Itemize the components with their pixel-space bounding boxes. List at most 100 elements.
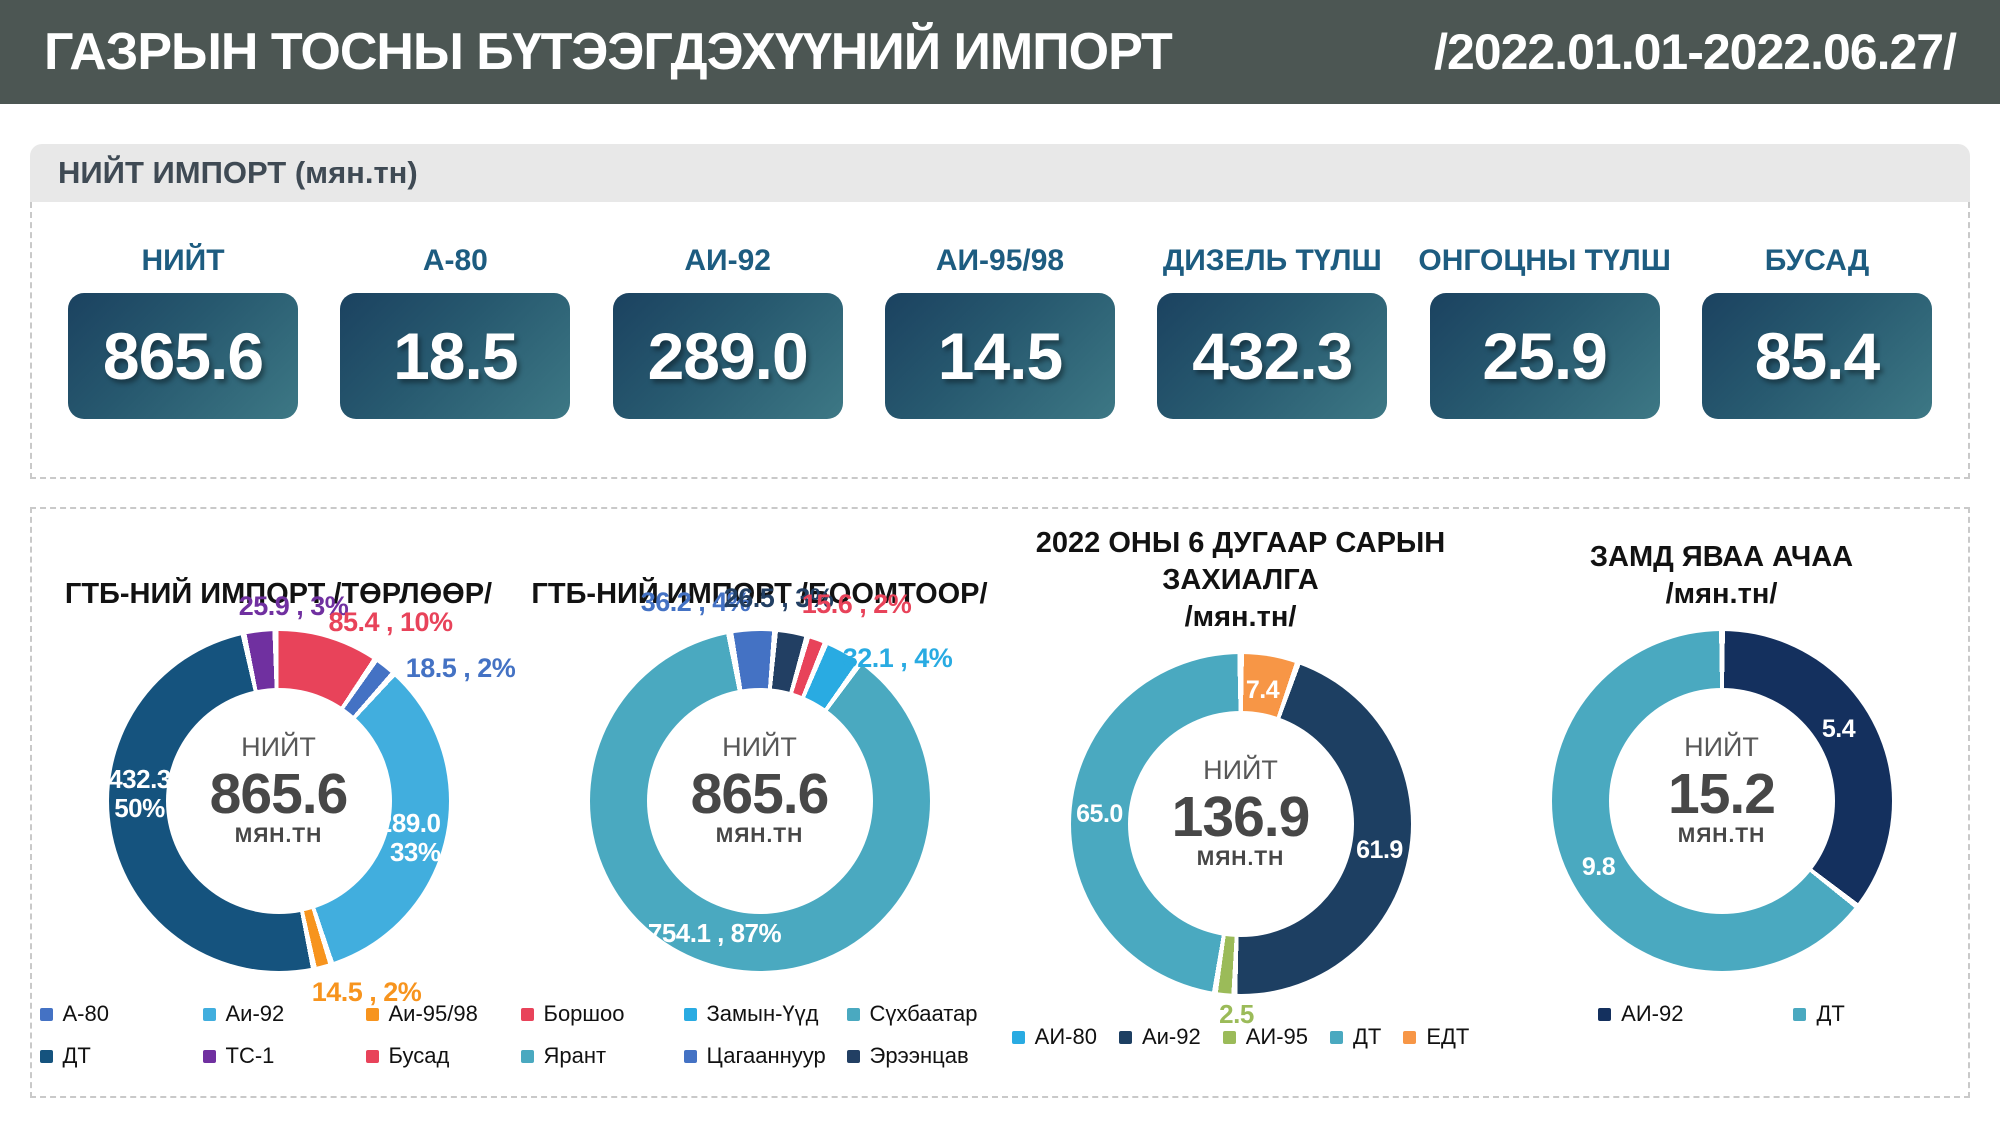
donut-hole: НИЙТ 15.2 МЯН.ТН: [1608, 688, 1835, 914]
legend-item: Аи-92: [1118, 1024, 1201, 1050]
chart-title: ГТБ-НИЙ ИМПОРТ /БООМТООР/: [519, 525, 1000, 613]
legend-label: АИ-95: [1245, 1024, 1308, 1050]
donut-chart-panel: ГТБ-НИЙ ИМПОРТ /БООМТООР/НИЙТ 865.6 МЯН.ТН…: [519, 525, 1000, 1070]
center-label: НИЙТ: [241, 731, 316, 762]
legend-label: Замын-Үүд: [706, 1001, 819, 1026]
legend-item: АИ-92: [1598, 1001, 1683, 1027]
legend-item: Бусад: [365, 1043, 521, 1069]
center-value: 865.6: [690, 761, 830, 826]
donut-chart-panel: ЗАМД ЯВАА АЧАА/мян.тн/НИЙТ 15.2 МЯН.ТН 5.4 9…: [1481, 525, 1962, 1070]
legend-label: Боршоо: [543, 1001, 625, 1026]
legend-label: Эрээнцав: [869, 1043, 969, 1068]
slice-label: 9.8: [1581, 853, 1616, 881]
legend-item: Аи-92: [202, 1001, 358, 1027]
center-label: НИЙТ: [1684, 731, 1759, 762]
legend-item: Ярант: [520, 1043, 676, 1069]
kpi-label: ДИЗЕЛЬ ТҮЛШ: [1162, 244, 1382, 277]
legend-item: А-80: [39, 1001, 195, 1027]
legend-swatch: [202, 1049, 216, 1063]
slice-label: 5.4: [1821, 715, 1856, 743]
chart-title: ЗАМД ЯВАА АЧАА/мян.тн/: [1481, 525, 1962, 613]
donut-chart-panel: 2022 ОНЫ 6 ДУГААР САРЫН ЗАХИАЛГА/мян.тн/…: [1000, 525, 1481, 1070]
kpi-value: 289.0: [612, 293, 843, 419]
kpi-card: АИ-95/98 14.5: [884, 244, 1115, 419]
slice-label: 61.9: [1356, 836, 1403, 865]
donut-hole: НИЙТ 865.6 МЯН.ТН: [646, 688, 873, 914]
legend-item: ДТ: [39, 1043, 195, 1069]
donut-chart: НИЙТ 15.2 МЯН.ТН 5.4 9.8: [1551, 631, 1892, 971]
kpi-card: БУСАД 85.4: [1701, 244, 1932, 419]
summary-title-bar: НИЙТ ИМПОРТ (мян.тн): [30, 144, 1970, 202]
legend-label: Ярант: [543, 1043, 607, 1068]
legend-label: ДТ: [62, 1043, 91, 1068]
legend-swatch: [520, 1007, 534, 1021]
legend-item: Замын-Үүд: [683, 1001, 839, 1027]
legend-label: А-80: [62, 1001, 109, 1026]
slice-label: 26.5 , 3%: [723, 583, 834, 613]
legend-label: Бусад: [388, 1043, 450, 1068]
chart-title-text: ЗАМД ЯВАА АЧАА: [1589, 540, 1854, 573]
legend-swatch: [1330, 1030, 1343, 1044]
slice-label: 36.2 , 4%: [640, 587, 751, 617]
chart-legend: А-80 Аи-92 Аи-95/98 ДТ ТС-1 Бусад: [39, 1001, 521, 1069]
center-label: НИЙТ: [722, 731, 797, 762]
slice-label: 14.5 , 2%: [311, 977, 422, 1007]
legend-swatch: [365, 1049, 379, 1063]
legend-swatch: [1793, 1007, 1807, 1021]
legend-label: Аи-95/98: [388, 1001, 478, 1026]
kpi-card: А-80 18.5: [340, 244, 571, 419]
legend-swatch: [1011, 1030, 1025, 1044]
kpi-value: 432.3: [1157, 293, 1388, 419]
legend-label: Аи-92: [225, 1001, 285, 1026]
chart-subtitle: /мян.тн/: [1665, 577, 1778, 610]
legend-swatch: [1598, 1007, 1612, 1021]
donut-chart: НИЙТ 865.6 МЯН.ТН 25.9 , 3% 85.4 , 10% 18.5 ,…: [108, 591, 516, 1007]
legend-swatch: [846, 1007, 860, 1021]
legend-label: Аи-92: [1141, 1024, 1201, 1050]
legend-item: ДТ: [1330, 1024, 1381, 1050]
kpi-value: 18.5: [340, 293, 571, 419]
kpi-value: 14.5: [884, 293, 1115, 419]
slice-label: 25.9 , 3%: [238, 591, 349, 621]
legend-label: АИ-92: [1621, 1001, 1684, 1026]
kpi-card: НИЙТ 865.6: [68, 244, 298, 419]
chart-title: ГТБ-НИЙ ИМПОРТ /ТӨРЛӨӨР/: [38, 525, 519, 613]
legend-item: Боршоо: [520, 1001, 676, 1027]
legend-swatch: [846, 1049, 860, 1063]
legend-item: Эрээнцав: [846, 1043, 1002, 1069]
page-title: ГАЗРЫН ТОСНЫ БҮТЭЭГДЭХҮҮНИЙ ИМПОРТ: [44, 23, 1173, 81]
slice-label: 85.4 , 10%: [328, 607, 453, 637]
kpi-card: ОНГОЦНЫ ТҮЛШ 25.9: [1418, 244, 1671, 419]
period-label: /2022.01.01-2022.06.27/: [1434, 24, 1957, 80]
kpi-value: 85.4: [1701, 293, 1932, 419]
slice-label: 18.5 , 2%: [405, 653, 516, 683]
chart-legend: АИ-92 ДТ: [1481, 1001, 1962, 1027]
legend-label: АИ-80: [1034, 1024, 1097, 1050]
summary-section: НИЙТ ИМПОРТ (мян.тн) НИЙТ 865.6 А-80 18.5 АИ…: [30, 144, 1970, 479]
donut-chart: НИЙТ 865.6 МЯН.ТН 36.2 , 4% 26.5 , 3% 15.6 , …: [589, 583, 953, 971]
slice-label: 432.3 50%: [108, 764, 171, 824]
chart-legend: АИ-80 Аи-92 АИ-95 ДТ ЕДТ: [1000, 1024, 1481, 1050]
donut-hole: НИЙТ 865.6 МЯН.ТН: [165, 688, 392, 914]
legend-label: ДТ: [1816, 1001, 1845, 1026]
donut-hole: НИЙТ 136.9 МЯН.ТН: [1127, 711, 1354, 938]
kpi-label: НИЙТ: [141, 244, 225, 277]
legend-swatch: [1118, 1030, 1132, 1044]
legend-swatch: [1222, 1030, 1236, 1044]
legend-swatch: [39, 1049, 53, 1063]
slice-label: 15.6 , 2%: [801, 589, 912, 619]
legend-item: Сүхбаатар: [846, 1001, 1002, 1027]
kpi-value: 865.6: [68, 293, 298, 419]
kpi-grid: НИЙТ 865.6 А-80 18.5 АИ-92 289.0 АИ-95/98 14.5 Д…: [30, 202, 1970, 479]
slice-label: 32.1 , 4%: [842, 643, 953, 673]
chart-legend: Боршоо Замын-Үүд Сүхбаатар Ярант Цагааннуур Э…: [520, 1001, 1002, 1069]
slice-label: 289.0 33%: [377, 808, 441, 868]
legend-item: Аи-95/98: [365, 1001, 521, 1027]
center-label: НИЙТ: [1203, 755, 1278, 786]
legend-swatch: [683, 1007, 697, 1021]
kpi-label: ОНГОЦНЫ ТҮЛШ: [1418, 244, 1671, 277]
center-value: 865.6: [209, 761, 349, 826]
legend-label: ЕДТ: [1426, 1024, 1470, 1050]
center-value: 136.9: [1171, 785, 1311, 850]
header-bar: ГАЗРЫН ТОСНЫ БҮТЭЭГДЭХҮҮНИЙ ИМПОРТ /2022…: [0, 0, 2000, 104]
